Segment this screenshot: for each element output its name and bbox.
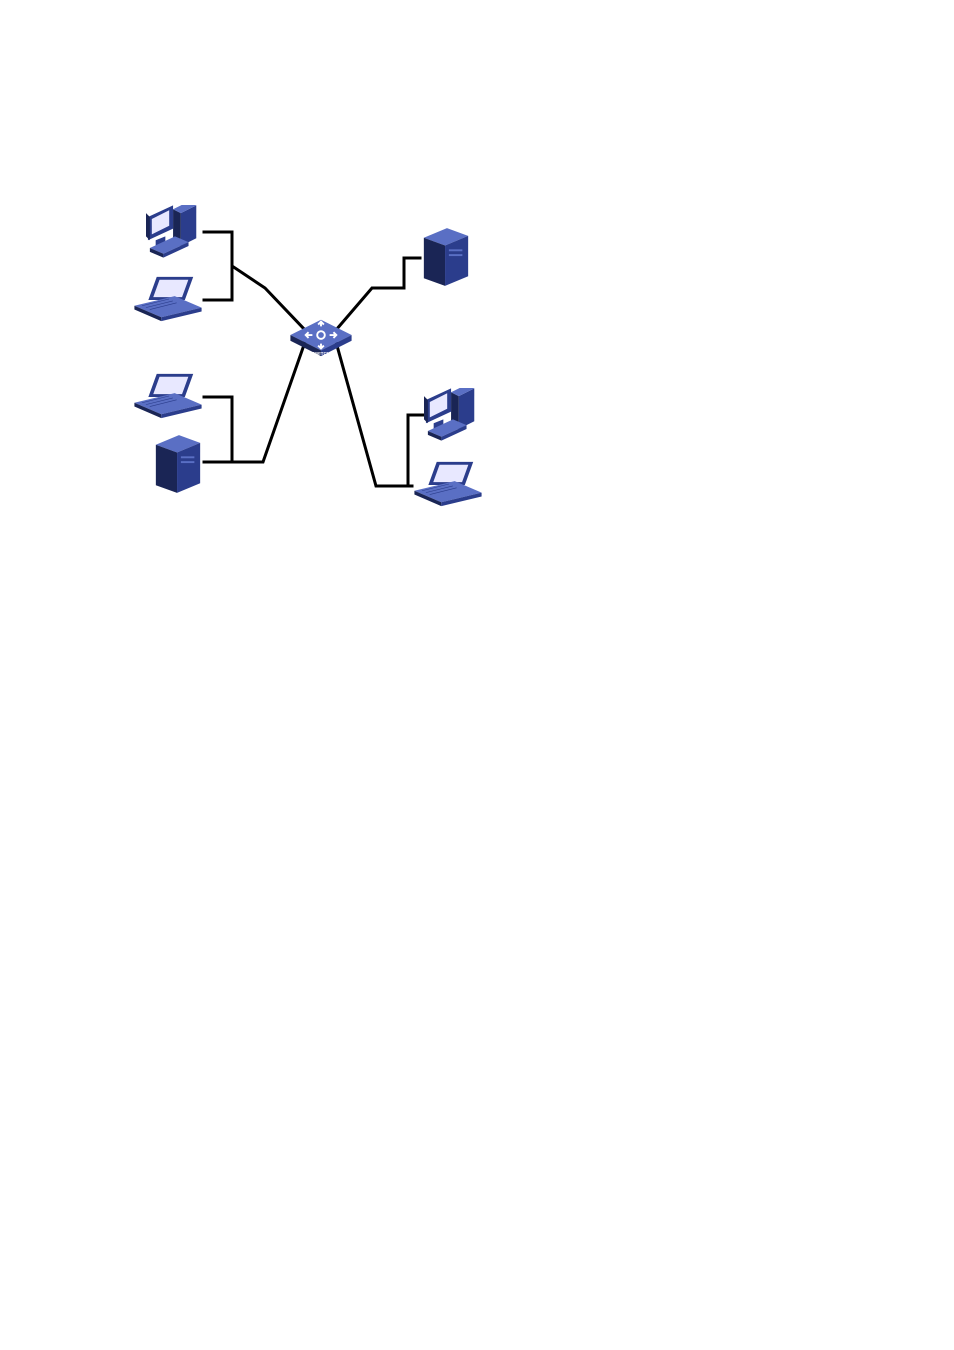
network-diagram: SWITCH <box>0 0 954 1350</box>
svg-text:SWITCH: SWITCH <box>312 351 331 357</box>
server-icon <box>152 435 204 495</box>
desktop-icon <box>424 388 482 443</box>
connection-lines <box>0 0 954 1350</box>
laptop-icon <box>132 372 204 420</box>
laptop-icon <box>132 275 204 323</box>
server-icon <box>420 228 472 288</box>
switch-icon: SWITCH <box>288 314 354 358</box>
desktop-icon <box>146 205 204 260</box>
laptop-icon <box>412 460 484 508</box>
